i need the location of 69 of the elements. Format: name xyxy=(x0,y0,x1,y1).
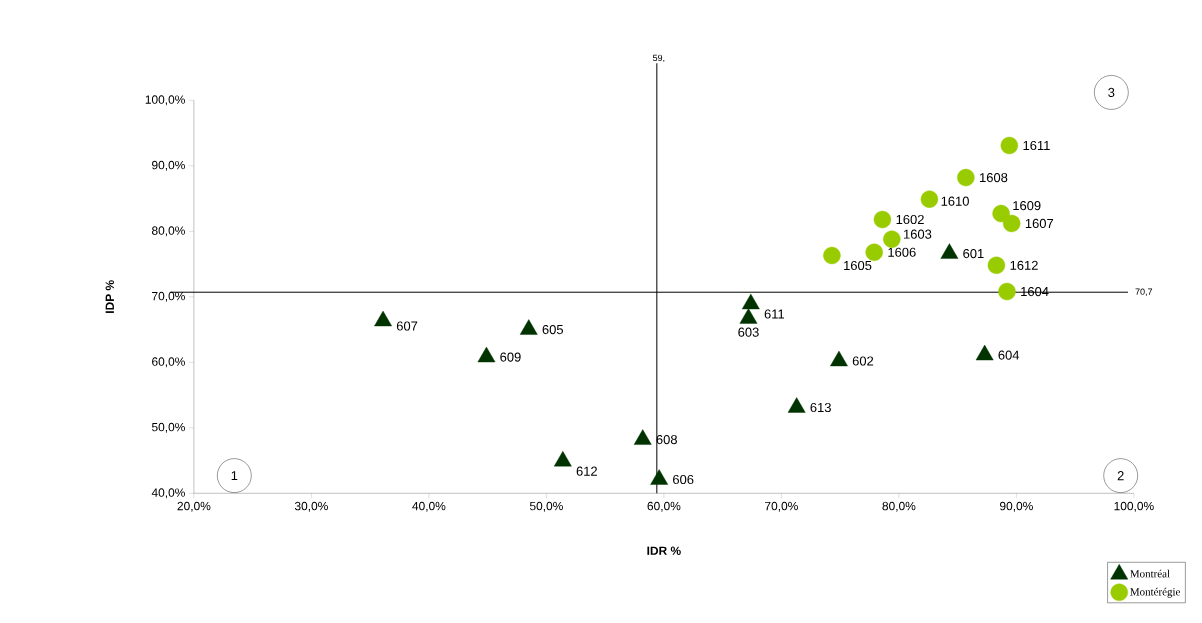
point xyxy=(374,310,392,327)
annotation: 611 xyxy=(764,309,785,319)
y-tick-label: 80,0% xyxy=(151,226,185,237)
x-tick-label: 60,0% xyxy=(647,501,681,512)
ref-line-label: 59, xyxy=(652,54,665,63)
y-tick-label: 90,0% xyxy=(152,160,185,171)
y-tick-label: 70,0% xyxy=(152,291,185,302)
point xyxy=(883,230,901,248)
y-tick-label: 100,0% xyxy=(145,95,185,106)
annotation: 1609 xyxy=(1013,201,1041,211)
point xyxy=(823,246,841,265)
point xyxy=(920,190,939,208)
annotation: 606 xyxy=(673,474,694,485)
point xyxy=(553,451,572,467)
point xyxy=(739,308,758,324)
annotation: 1603 xyxy=(904,229,932,239)
point xyxy=(1000,136,1019,155)
y-tick-label: 50,0% xyxy=(151,422,185,433)
annotation: 1608 xyxy=(980,173,1008,183)
point xyxy=(975,344,994,361)
text: 3 xyxy=(1108,87,1115,98)
annotation: 602 xyxy=(852,356,874,366)
annotation: 604 xyxy=(998,350,1020,360)
point xyxy=(998,282,1016,301)
x-tick-label: 90,0% xyxy=(999,501,1033,512)
point xyxy=(1002,214,1021,233)
legend-label: Montérégie xyxy=(1130,587,1181,598)
point xyxy=(477,346,496,363)
x-tick-label: 70,0% xyxy=(765,501,798,512)
annotation: 2 xyxy=(1117,471,1124,481)
point xyxy=(830,350,848,367)
annotation: 1610 xyxy=(941,196,969,206)
annotation: 609 xyxy=(500,352,521,362)
point xyxy=(633,429,652,445)
point xyxy=(940,243,959,259)
annotation: 607 xyxy=(396,321,418,331)
annotation: 605 xyxy=(542,324,564,335)
point xyxy=(987,256,1006,275)
point xyxy=(787,397,806,413)
annotation: 1611 xyxy=(1023,140,1050,151)
y-tick-label: 40,0% xyxy=(151,488,185,499)
annotation: 1602 xyxy=(896,214,924,225)
x-tick-label: 30,0% xyxy=(294,501,328,512)
x-tick-label: 100,0% xyxy=(1114,501,1154,512)
point xyxy=(519,319,538,335)
x-tick-label: 20,0% xyxy=(177,501,211,512)
annotation: 1606 xyxy=(888,247,916,257)
x-tick-label: 50,0% xyxy=(529,501,563,512)
annotation: 1 xyxy=(231,471,238,481)
x-tick-label: 40,0% xyxy=(412,501,446,512)
annotation: 1607 xyxy=(1025,218,1054,229)
x-axis-title: IDR % xyxy=(647,546,681,555)
annotation: 601 xyxy=(963,248,984,259)
point xyxy=(873,210,892,229)
ref-line-label: 70,7 xyxy=(1135,288,1153,296)
y-axis-title: IDP % xyxy=(105,280,114,313)
point xyxy=(992,204,1010,223)
point xyxy=(957,168,975,187)
annotation: 1605 xyxy=(844,260,872,271)
point xyxy=(865,243,883,261)
annotation: 1612 xyxy=(1010,260,1038,270)
x-tick-label: 80,0% xyxy=(882,501,916,512)
point xyxy=(650,469,669,485)
legend-label: Montréal xyxy=(1130,569,1170,578)
annotation: 603 xyxy=(738,327,759,337)
point xyxy=(741,293,760,310)
annotation: 613 xyxy=(810,402,831,413)
annotation: 612 xyxy=(576,466,597,476)
y-tick-label: 60,0% xyxy=(152,357,185,368)
